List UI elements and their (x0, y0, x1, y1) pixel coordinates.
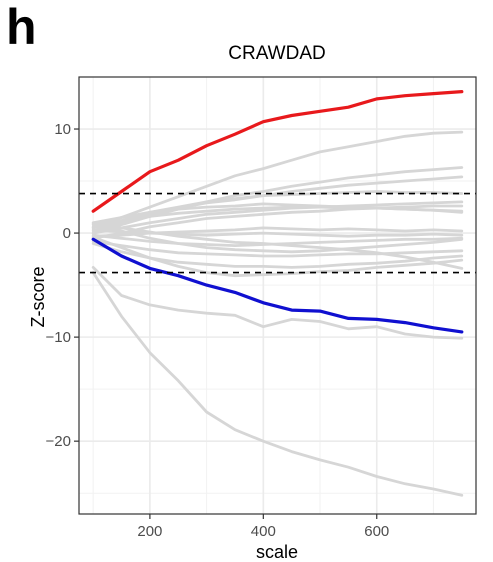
highlight-series-line-1 (91, 90, 464, 213)
panel-label: h (6, 0, 37, 55)
y-tick-label: −20 (46, 433, 71, 450)
background-series-line-2 (91, 271, 464, 497)
x-tick-label: 400 (251, 523, 276, 540)
background-series-line-18 (91, 222, 464, 270)
x-axis-title: scale (256, 542, 298, 562)
plot-panel-border (78, 76, 477, 515)
background-series-line-15 (91, 240, 464, 258)
y-axis-ticks: 10 0 −10 −20 (46, 121, 79, 450)
threshold-lines (79, 192, 476, 274)
highlight-series-line-2 (91, 237, 464, 334)
background-series-line-7 (91, 200, 464, 235)
chart-title: CRAWDAD (228, 43, 325, 64)
grid-major (79, 77, 476, 514)
x-axis-ticks: 200 400 600 (137, 514, 389, 540)
background-series-line-1 (91, 266, 464, 340)
background-series-line-10 (91, 202, 464, 225)
background-series-line-8 (91, 204, 464, 240)
y-tick-label: 0 (63, 225, 71, 242)
background-series-line-14 (91, 225, 464, 254)
y-tick-label: 10 (54, 121, 71, 138)
x-tick-label: 600 (364, 523, 389, 540)
background-series-lines (91, 130, 464, 497)
highlight-series-lines (91, 90, 464, 334)
y-axis-title: Z-score (28, 266, 48, 327)
background-series-line-3 (91, 130, 464, 230)
y-tick-label: −10 (46, 329, 71, 346)
background-series-line-17 (91, 235, 464, 278)
x-tick-label: 200 (137, 523, 162, 540)
grid-minor (79, 76, 476, 514)
